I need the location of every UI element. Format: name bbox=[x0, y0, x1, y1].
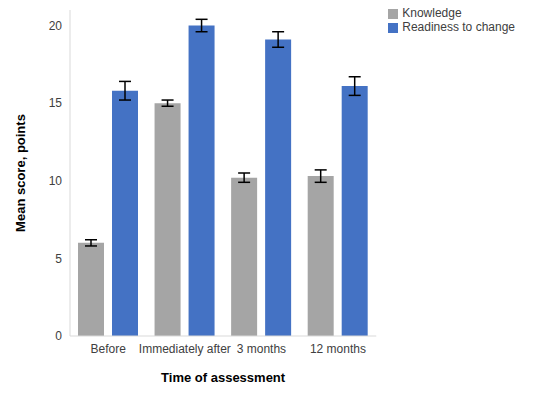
svg-text:15: 15 bbox=[49, 96, 63, 110]
html-text:Knowledge: Knowledge bbox=[402, 6, 462, 20]
svg-text:3 months: 3 months bbox=[237, 342, 286, 356]
svg-text:10: 10 bbox=[49, 174, 63, 188]
svg-text:Mean score, points: Mean score, points bbox=[13, 114, 28, 232]
svg-text:12 months: 12 months bbox=[310, 342, 366, 356]
svg-text:Immediately after: Immediately after bbox=[139, 342, 231, 356]
svg-text:0: 0 bbox=[55, 329, 62, 343]
svg-text:Time of assessment: Time of assessment bbox=[161, 370, 286, 385]
svg-text:5: 5 bbox=[55, 252, 62, 266]
html-text:Readiness to change: Readiness to change bbox=[402, 20, 515, 34]
svg-text:20: 20 bbox=[49, 19, 63, 33]
svg-text:Before: Before bbox=[91, 342, 127, 356]
